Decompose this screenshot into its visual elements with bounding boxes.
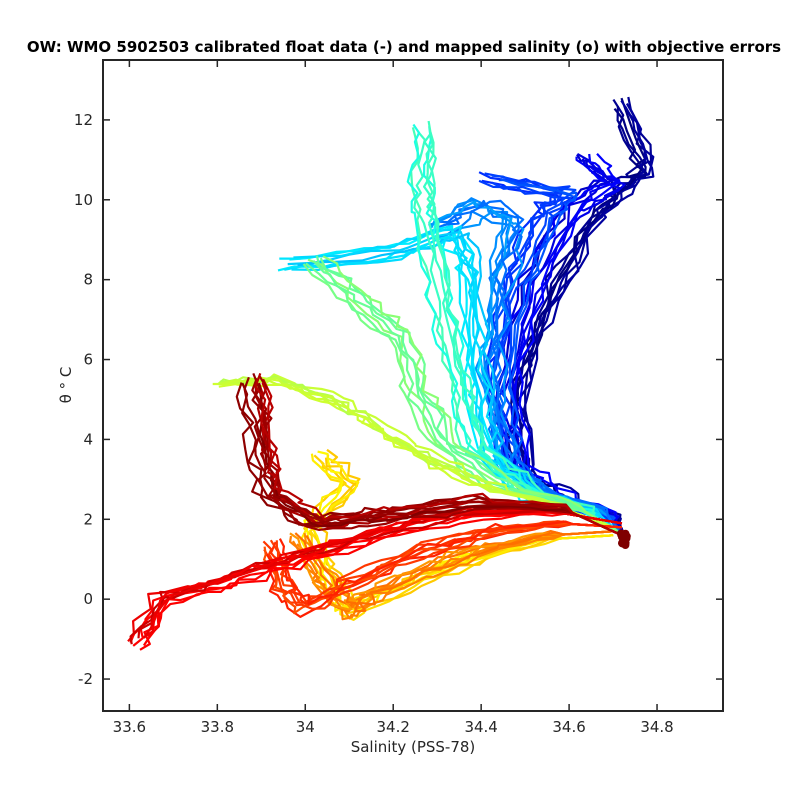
profile-line-3-7	[443, 199, 623, 536]
profile-line-8-1	[309, 460, 614, 622]
profiles-layer	[127, 96, 655, 651]
profile-line-6-5	[312, 260, 619, 533]
y-tick-label: 4	[83, 430, 93, 448]
x-tick-label: 34.8	[640, 718, 673, 736]
mapped-salinity-layer	[617, 529, 631, 549]
y-axis-label: θ ° C	[57, 367, 75, 404]
x-tick-label: 34.6	[552, 718, 585, 736]
chart-title: OW: WMO 5902503 calibrated float data (-…	[27, 38, 781, 56]
x-tick-label: 33.8	[201, 718, 234, 736]
x-tick-label: 33.6	[113, 718, 146, 736]
profile-line-12-11	[254, 373, 623, 537]
profile-line-9-4	[289, 530, 614, 613]
mapped-salinity-point	[618, 539, 626, 548]
profile-line-10-3	[262, 520, 622, 604]
profile-line-10-6	[273, 522, 622, 610]
x-axis-label: Salinity (PSS-78)	[351, 738, 476, 756]
axis-tick-labels: 33.6 33.8 34 34.2 34.4 34.6 34.8 -2 0 2 4 6 8 10 12	[74, 111, 674, 736]
profile-line-9-5	[289, 530, 614, 611]
profile-line-12-10	[251, 377, 623, 537]
profile-line-12-8	[258, 383, 623, 537]
profile-line-6-6	[322, 255, 619, 533]
y-tick-label: 2	[83, 510, 93, 528]
y-tick-label: 0	[83, 590, 93, 608]
y-tick-label: -2	[78, 670, 93, 688]
y-tick-label: 6	[83, 351, 93, 369]
profile-line-6-4	[315, 255, 619, 533]
axis-ticks	[103, 60, 723, 711]
x-tick-label: 34.2	[377, 718, 410, 736]
profile-line-7-2	[219, 375, 614, 529]
y-tick-label: 10	[74, 191, 93, 209]
mapped-salinity-point	[618, 532, 627, 540]
y-tick-label: 12	[74, 111, 93, 129]
x-tick-label: 34	[296, 718, 315, 736]
axes-frame	[102, 59, 724, 712]
profile-line-10-7	[278, 520, 622, 606]
x-tick-label: 34.4	[464, 718, 497, 736]
y-tick-label: 8	[83, 271, 93, 289]
